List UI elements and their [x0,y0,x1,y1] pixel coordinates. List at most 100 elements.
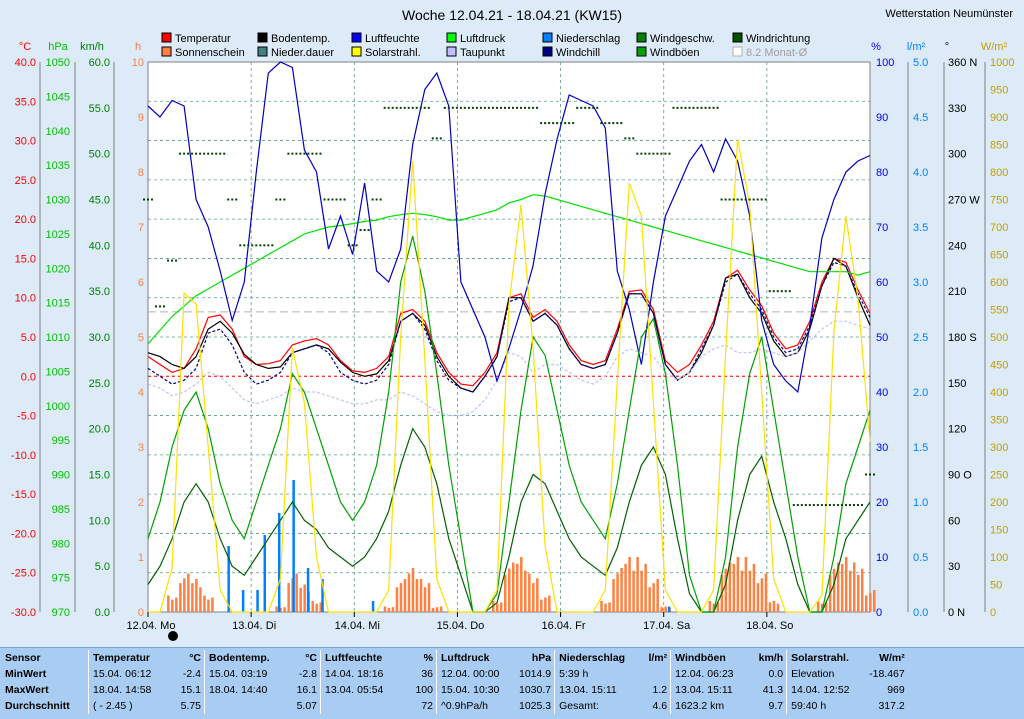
x-label: 14.04. Mi [335,620,380,632]
wind-direction-dot [255,244,258,247]
sunshine-bar [776,603,780,612]
wind-direction-dot [219,152,222,155]
sunshine-bar [652,583,655,612]
tick-temp: 0.0 [21,371,36,383]
tick-solar: 800 [990,167,1008,179]
unit-press: hPa [48,41,68,53]
tick-press: 970 [52,607,70,619]
stats-separator [670,666,673,682]
sunshine-bar [427,583,431,612]
wind-direction-dot [528,106,531,109]
wind-direction-dot [848,504,851,507]
stats-cell-label: ^0.9hPa/h [441,700,488,712]
sunshine-bar [873,590,876,612]
rain-bar [371,601,375,612]
legend-label: Luftdruck [460,33,506,45]
wind-direction-dot [339,198,342,201]
wind-direction-dot [656,152,659,155]
wind-direction-dot [395,106,398,109]
tick-wind: 55.0 [89,103,110,115]
wind-direction-dot [828,504,831,507]
tick-solar: 700 [990,222,1008,234]
wind-direction-dot [379,198,382,201]
tick-temp: -25.0 [11,568,36,580]
tick-wind: 25.0 [89,378,110,390]
tick-solar: 900 [990,112,1008,124]
stats-cell-value: -2.4 [182,668,201,680]
wind-direction-dot [616,122,619,125]
stats-cell-value: 1025.3 [519,700,552,712]
tick-dir: 90 O [948,470,972,482]
legend-label: Sonnenschein [175,47,245,59]
sunshine-bar [724,568,728,612]
wind-direction-dot [439,137,442,140]
wind-direction-dot [540,122,543,125]
wind-direction-dot [291,152,294,155]
sunshine-bar [491,601,495,612]
wind-direction-dot [243,244,246,247]
wind-direction-dot [608,122,611,125]
wind-direction-dot [391,106,394,109]
stats-separator [670,698,673,714]
wind-direction-dot [728,198,731,201]
stats-cell-value: 1014.9 [519,668,552,680]
sunshine-bar [840,563,844,612]
wind-direction-dot [263,244,266,247]
wind-direction-dot [183,152,186,155]
sunshine-bar [532,583,535,612]
wind-direction-dot [688,106,691,109]
sunshine-bar [516,563,519,612]
wind-direction-dot [207,152,210,155]
stats-row-label: Sensor [5,652,41,664]
rain-bar [241,590,245,612]
wind-direction-dot [556,122,559,125]
sunshine-bar [520,557,523,612]
tick-solar: 400 [990,387,1008,399]
stats-separator [88,650,90,666]
stats-separator [786,650,789,666]
wind-direction-dot [588,106,591,109]
wind-direction-dot [836,504,839,507]
series-solarstrahl- [148,138,871,613]
tick-hum: 10 [876,552,888,564]
tick-temp: 40.0 [15,57,36,69]
legend-label: Taupunkt [460,47,505,59]
sunshine-bar [656,579,659,612]
stats-cell-value: 317.2 [878,700,905,712]
wind-direction-dot [592,106,595,109]
wind-direction-dot [596,106,599,109]
wind-direction-dot [239,244,242,247]
axis-units: °C hPa km/h h% l/m² ° W/m² [19,41,1008,53]
tick-solar: 500 [990,332,1008,344]
sunshine-bar [660,607,663,612]
series-luftfeuchte [147,61,871,394]
unit-sun: h [135,41,141,53]
x-label: 12.04. Mo [127,620,176,632]
wind-direction-dot [487,106,490,109]
legend-label: Windchill [556,47,600,59]
rain-bar [263,535,267,612]
tick-hum: 0 [876,607,882,619]
tick-press: 1045 [46,91,70,103]
tick-temp: 35.0 [15,96,36,108]
wind-direction-dot [479,106,482,109]
stats-col-unit: °C [189,652,201,664]
wind-direction-dot [524,106,527,109]
wind-direction-dot [624,137,627,140]
tick-solar: 650 [990,250,1008,262]
wind-direction-dot [315,152,318,155]
tick-temp: 25.0 [15,175,36,187]
legend-label: Windgeschw. [650,33,715,45]
rain-bar [292,480,295,612]
x-axis-labels: 12.04. Mo 13.04. Di 14.04. Mi 15.04. Do 16.0… [127,612,793,641]
series-windchill [147,261,871,393]
tick-dir: 30 [948,561,960,573]
wind-direction-dot [736,198,739,201]
sunshine-bar [628,557,631,612]
wind-direction-dot [512,106,514,109]
wind-direction-dot [211,152,214,155]
tick-dir: 360 N [948,57,977,69]
wind-direction-dot [451,106,454,109]
sunshine-bar [624,563,627,612]
wind-direction-dot [664,152,667,155]
